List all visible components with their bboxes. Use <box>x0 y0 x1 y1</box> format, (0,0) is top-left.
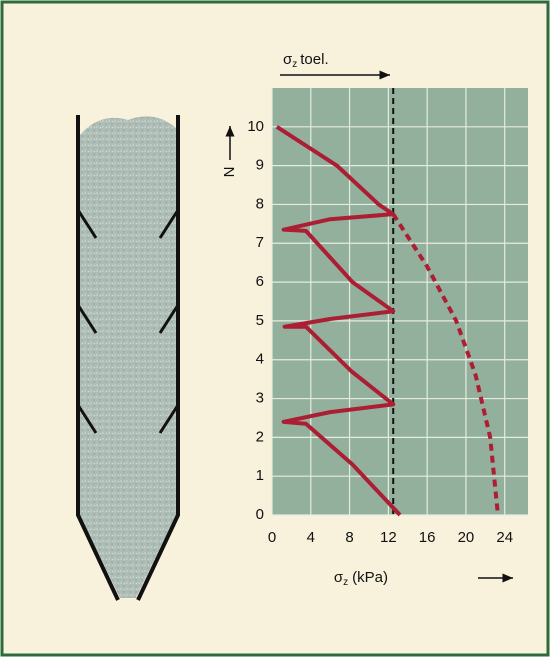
x-tick-label: 0 <box>268 529 276 546</box>
y-tick-label: 1 <box>256 467 264 484</box>
x-axis-label: σz(kPa) <box>334 569 388 588</box>
y-tick-label: 2 <box>256 428 264 445</box>
y-tick-label: 0 <box>256 506 264 523</box>
y-tick-label: 8 <box>256 195 264 212</box>
y-tick-label: 5 <box>256 312 264 329</box>
y-tick-label: 4 <box>256 351 264 368</box>
y-tick-label: 6 <box>256 273 264 290</box>
silo <box>78 115 178 600</box>
y-axis-label: N <box>221 167 238 178</box>
x-tick-label: 16 <box>419 529 436 546</box>
x-tick-label: 12 <box>380 529 397 546</box>
x-tick-label: 4 <box>307 529 315 546</box>
figure: 04812162024012345678910 σz(kPa) N σztoel… <box>0 0 551 658</box>
y-tick-label: 3 <box>256 390 264 407</box>
x-tick-label: 8 <box>345 529 353 546</box>
y-tick-label: 10 <box>247 118 264 135</box>
y-tick-label: 9 <box>256 157 264 174</box>
x-tick-label: 24 <box>496 529 513 546</box>
x-tick-label: 20 <box>458 529 475 546</box>
y-tick-label: 7 <box>256 234 264 251</box>
